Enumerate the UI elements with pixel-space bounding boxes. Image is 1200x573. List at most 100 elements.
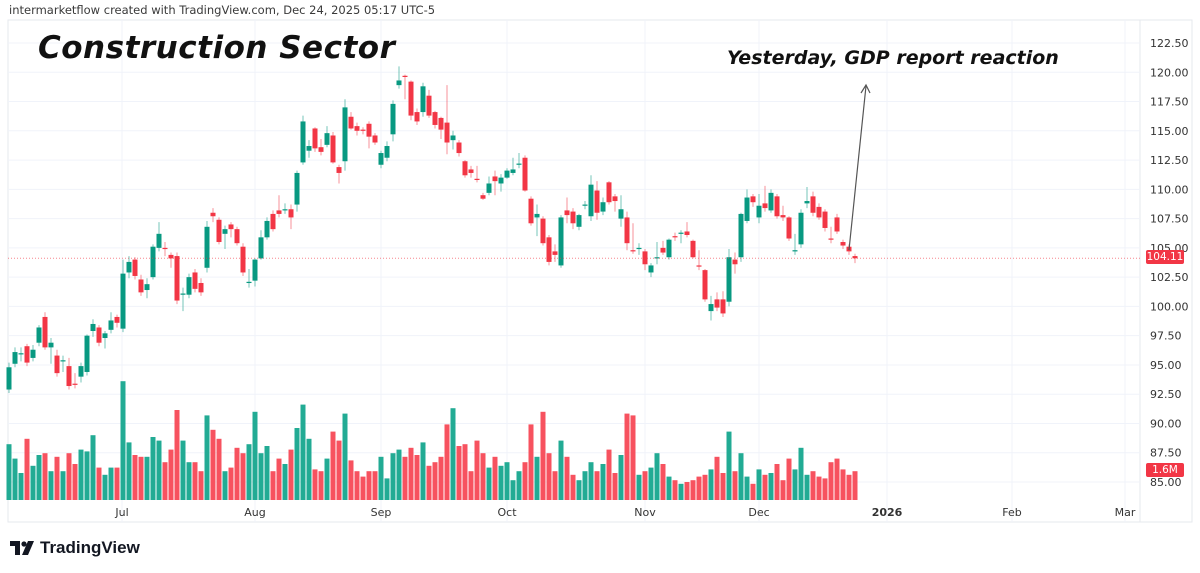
candle xyxy=(834,213,840,234)
candle xyxy=(564,197,570,224)
candle-body xyxy=(354,126,360,131)
candle xyxy=(84,334,90,376)
candle xyxy=(126,256,132,279)
volume-bar xyxy=(126,442,132,500)
volume-bar xyxy=(480,453,486,500)
candle xyxy=(186,273,192,299)
volume-bar xyxy=(192,462,198,500)
candle xyxy=(678,230,684,244)
candle-body xyxy=(66,366,72,387)
volume-bar xyxy=(150,437,156,500)
candle-body xyxy=(270,213,276,230)
candle xyxy=(402,74,408,100)
candle xyxy=(450,130,456,150)
candle xyxy=(366,121,372,149)
grid xyxy=(7,19,1193,523)
candle-body xyxy=(804,201,810,204)
volume-bar xyxy=(732,471,738,500)
candle-body xyxy=(246,281,252,284)
candle-body xyxy=(414,112,420,122)
candle-body xyxy=(276,210,282,214)
time-axis: Jul Aug Sep Oct Nov Dec 2026 Feb Mar xyxy=(114,506,1135,519)
volume-bar xyxy=(564,456,570,500)
candle xyxy=(696,250,702,271)
volume-bar xyxy=(48,471,54,500)
candle xyxy=(504,168,510,179)
candle xyxy=(612,194,618,212)
volume-bar xyxy=(84,451,90,500)
candle xyxy=(138,274,144,296)
candle xyxy=(324,126,330,148)
tradingview-logo[interactable]: TradingView xyxy=(10,538,140,558)
volume-bar xyxy=(534,456,540,500)
volume-bar xyxy=(510,480,516,500)
candle xyxy=(144,278,150,299)
candle xyxy=(198,278,204,296)
volume-bar xyxy=(348,460,354,500)
candle-body xyxy=(300,121,306,163)
candle xyxy=(666,238,672,260)
candle xyxy=(702,268,708,302)
candle xyxy=(156,222,162,252)
volume-bar xyxy=(264,446,270,500)
volume-bar xyxy=(474,440,480,500)
volume-bar xyxy=(540,411,546,500)
candle xyxy=(534,204,540,237)
volume-bar xyxy=(600,464,606,500)
candle xyxy=(492,170,498,196)
volume-bar xyxy=(288,449,294,500)
candle-body xyxy=(90,323,96,331)
volume-bar xyxy=(774,464,780,500)
volume-bar xyxy=(618,455,624,500)
candle xyxy=(12,347,18,368)
candle-body xyxy=(42,316,48,348)
volume-bar xyxy=(744,476,750,500)
candle-body xyxy=(426,95,432,116)
attribution-header: intermarketflow created with TradingView… xyxy=(9,3,436,17)
candle xyxy=(528,196,534,226)
candle-body xyxy=(810,196,816,213)
volume-bar xyxy=(642,471,648,500)
candle-body xyxy=(240,246,246,273)
candle-body xyxy=(408,81,414,116)
volume-bar xyxy=(630,415,636,500)
volume-bar xyxy=(120,381,126,500)
candle-body xyxy=(30,349,36,358)
volume-bar xyxy=(24,438,30,500)
candle-body xyxy=(780,215,786,218)
candle-body xyxy=(72,383,78,385)
candle xyxy=(48,338,54,364)
volume-bar xyxy=(720,473,726,500)
candle-body xyxy=(210,212,216,217)
time-tick-label: Nov xyxy=(634,506,656,519)
candle-body xyxy=(564,210,570,216)
candle xyxy=(354,122,360,136)
volume-bar xyxy=(174,410,180,500)
candle-body xyxy=(396,80,402,86)
candle-body xyxy=(348,116,354,129)
price-tick-label: 110.00 xyxy=(1150,183,1189,196)
candle xyxy=(582,201,588,210)
candle xyxy=(252,258,258,287)
candle-body xyxy=(390,103,396,135)
volume-bar xyxy=(210,429,216,500)
candle xyxy=(840,239,846,250)
candle-body xyxy=(420,86,426,113)
candle-body xyxy=(186,277,192,295)
candle xyxy=(180,287,186,312)
volume-bar xyxy=(252,411,258,500)
candle xyxy=(792,233,798,255)
candle xyxy=(132,257,138,280)
candle xyxy=(66,357,72,390)
candle xyxy=(30,345,36,362)
volume-bar xyxy=(270,471,276,500)
volume-bar xyxy=(360,476,366,500)
price-tick-label: 122.50 xyxy=(1150,37,1189,50)
candle xyxy=(774,194,780,219)
volume-bar xyxy=(552,471,558,500)
volume-bar xyxy=(384,478,390,500)
volume-bar xyxy=(594,471,600,500)
candle-body xyxy=(588,184,594,217)
candle-body xyxy=(378,153,384,165)
